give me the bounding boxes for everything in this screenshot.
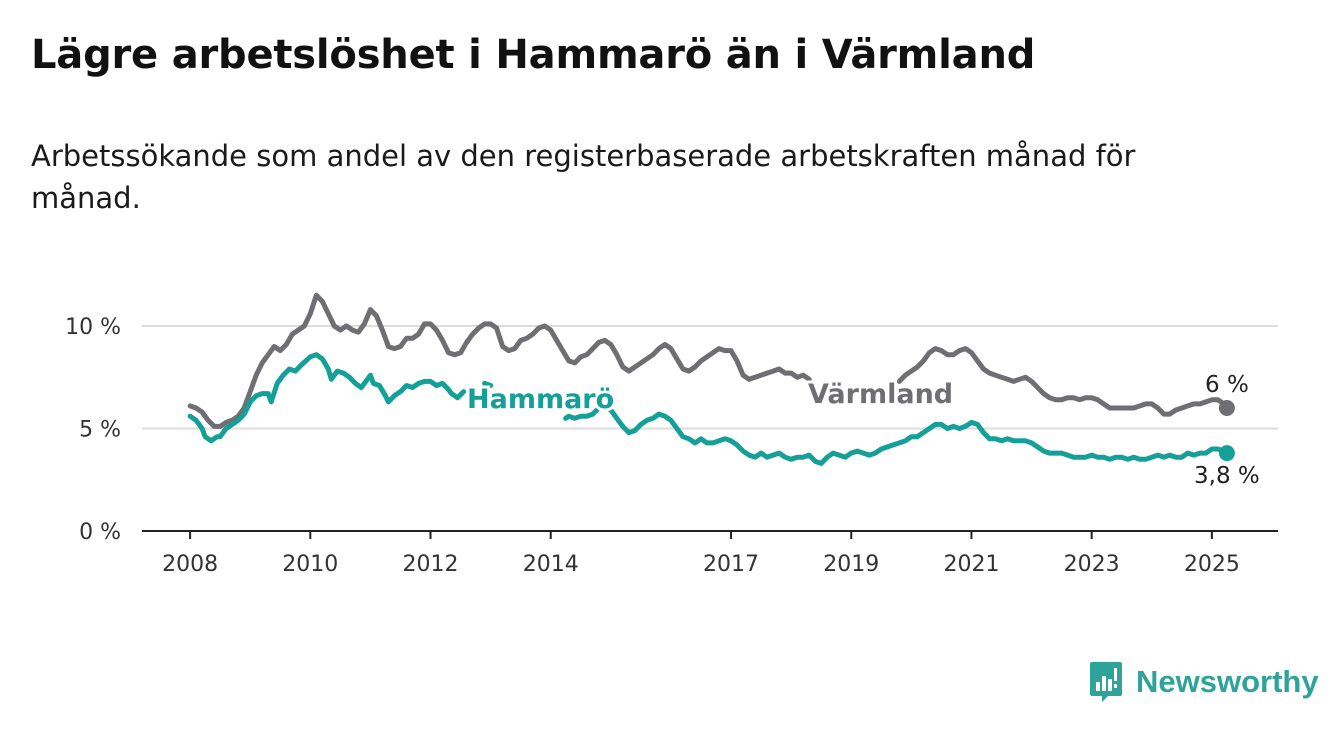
series-line-hammaro	[187, 352, 1230, 466]
grid-lines	[142, 325, 1278, 430]
series-lines	[187, 292, 1230, 466]
x-tick-label: 2021	[943, 552, 999, 577]
brand-name: Newsworthy	[1136, 664, 1319, 699]
y-axis-tick-labels: 0 % 5 % 10 %	[65, 315, 121, 545]
chart-title: Lägre arbetslöshet i Hammarö än i Värmla…	[31, 32, 1036, 78]
chart-subtitle: Arbetssökande som andel av den registerb…	[31, 139, 1136, 215]
x-tick-label: 2014	[523, 552, 579, 577]
series-endpoints: 6 % 3,8 %	[1194, 372, 1260, 489]
newsworthy-logo-icon	[1090, 662, 1122, 702]
x-tick-label: 2012	[403, 552, 459, 577]
series-line-varmland	[187, 292, 1230, 429]
x-axis-tick-labels: 2008 2010 2012 2014 2017 2019 2021 2023 2025	[162, 552, 1240, 577]
y-tick-label: 10 %	[65, 315, 121, 340]
series-label-hammaro: Hammarö	[467, 384, 614, 415]
endpoint-dot-hammaro	[1218, 445, 1235, 462]
x-tick-label: 2023	[1064, 552, 1120, 577]
x-tick-label: 2010	[282, 552, 338, 577]
endpoint-label-varmland: 6 %	[1205, 372, 1249, 398]
y-tick-label: 5 %	[79, 418, 121, 443]
newsworthy-brand[interactable]: Newsworthy	[1088, 660, 1319, 704]
y-tick-label: 0 %	[79, 520, 121, 545]
x-tick-label: 2017	[703, 552, 759, 577]
series-label-varmland: Värmland	[808, 379, 953, 410]
endpoint-dot-varmland	[1218, 400, 1235, 416]
x-tick-label: 2025	[1184, 552, 1240, 577]
x-tick-label: 2019	[823, 552, 879, 577]
x-axis	[142, 530, 1278, 539]
series-annotations: Hammarö Värmland	[464, 376, 956, 418]
endpoint-label-hammaro: 3,8 %	[1194, 463, 1260, 489]
x-tick-label: 2008	[162, 552, 218, 577]
